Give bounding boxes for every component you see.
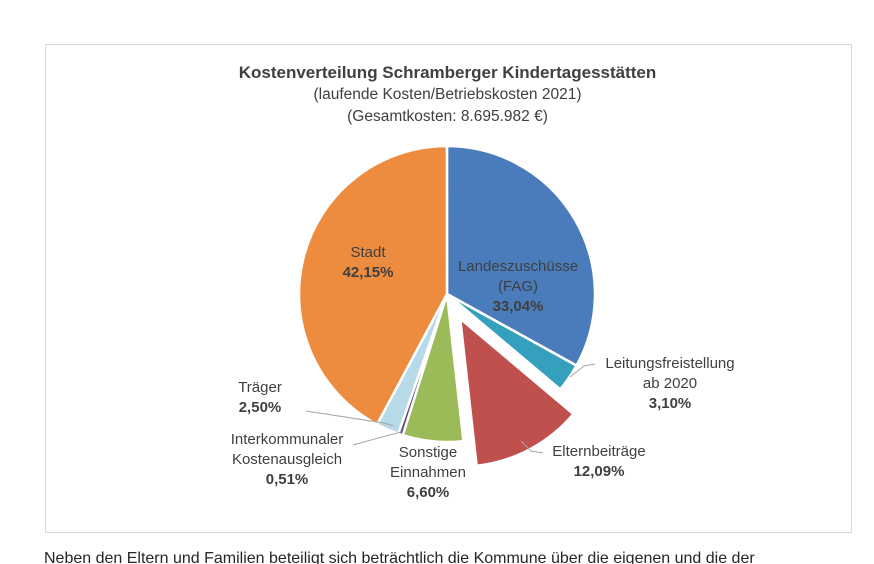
label-leitungsfreistellung-text2: ab 2020	[642, 375, 698, 392]
label-elternbeitraege: Elternbeiträge 12,09%	[552, 442, 645, 482]
chart-subtitle-period: (laufende Kosten/Betriebskosten 2021)	[313, 86, 582, 103]
chart-subtitle-total: (Gesamtkosten: 8.695.982 €)	[347, 108, 548, 125]
pie-slices-group	[297, 144, 597, 468]
label-stadt-text: Stadt	[350, 244, 386, 261]
leader-line-leitungsfreistellung	[569, 363, 596, 378]
label-landeszuschuesse-pct: 33,04%	[492, 298, 544, 315]
label-landeszuschuesse-text: Landeszuschüsse	[457, 258, 579, 275]
pie-slice-stadt	[297, 144, 449, 427]
label-traeger-text: Träger	[238, 379, 282, 396]
leader-line-interkommunaler	[352, 431, 402, 446]
label-interkommunaler-text: Interkommunaler	[230, 431, 344, 448]
label-stadt-pct: 42,15%	[342, 264, 394, 281]
pie-slice-leitungsfreistellung-ab-2020	[446, 292, 579, 392]
label-leitungsfreistellung-pct: 3,10%	[648, 395, 692, 412]
footer-text-fragment: Neben den Eltern und Familien beteiligt …	[44, 550, 755, 564]
leader-lines-group	[305, 363, 596, 454]
label-leitungsfreistellung: Leitungsfreistellung ab 2020 3,10%	[605, 354, 734, 414]
label-sonstige-einnahmen-text: Sonstige	[398, 444, 458, 461]
pie-slice-elternbeitr-ge	[458, 315, 576, 468]
pie-slice-landeszusch-sse-fag-	[445, 144, 597, 368]
label-landeszuschuesse: Landeszuschüsse (FAG) 33,04%	[458, 257, 578, 317]
label-leitungsfreistellung-text: Leitungsfreistellung	[605, 355, 735, 372]
label-stadt: Stadt 42,15%	[343, 243, 394, 283]
chart-title-block: Kostenverteilung Schramberger Kindertage…	[45, 62, 850, 128]
chart-title: Kostenverteilung Schramberger Kindertage…	[238, 63, 657, 82]
label-sonstige-einnahmen-pct: 6,60%	[406, 484, 450, 501]
label-elternbeitraege-pct: 12,09%	[573, 463, 625, 480]
leader-line-traeger	[305, 410, 395, 427]
label-landeszuschuesse-text2: (FAG)	[498, 278, 538, 295]
label-interkommunaler-pct: 0,51%	[265, 471, 309, 488]
label-elternbeitraege-text: Elternbeiträge	[552, 443, 646, 460]
label-interkommunaler-text2: Kostenausgleich	[231, 451, 343, 468]
leader-line-elternbeitraege	[520, 440, 544, 454]
label-sonstige-einnahmen-text2: Einnahmen	[390, 464, 466, 481]
label-interkommunaler: Interkommunaler Kostenausgleich 0,51%	[231, 430, 344, 490]
label-traeger: Träger 2,50%	[238, 378, 282, 418]
label-traeger-pct: 2,50%	[238, 399, 282, 416]
label-sonstige-einnahmen: Sonstige Einnahmen 6,60%	[390, 443, 466, 503]
